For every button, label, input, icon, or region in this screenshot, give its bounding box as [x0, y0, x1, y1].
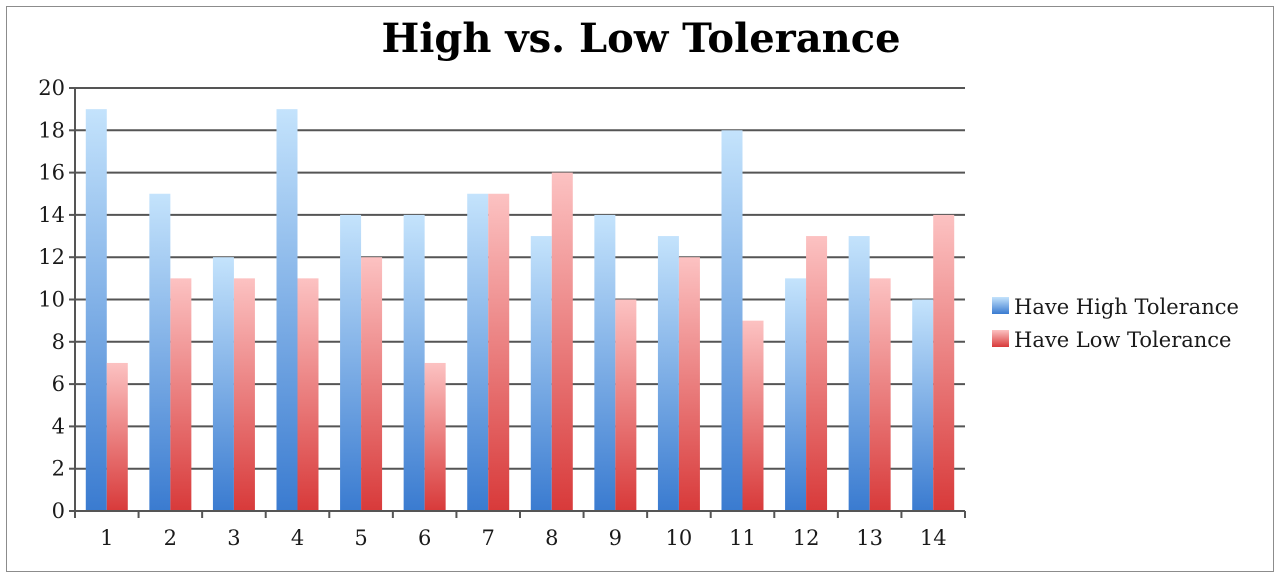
x-tick-label: 10	[666, 526, 693, 550]
grid-lines	[75, 87, 965, 470]
x-tick-label: 9	[609, 526, 622, 550]
bar-low-tolerance	[233, 278, 255, 511]
bar-high-tolerance	[721, 130, 743, 512]
x-tick-label: 11	[729, 526, 756, 550]
y-tick-label: 16	[38, 161, 65, 185]
y-tick-label: 2	[52, 457, 65, 481]
bar-low-tolerance	[678, 257, 700, 511]
x-tick-label: 6	[418, 526, 431, 550]
bar-high-tolerance	[467, 193, 489, 511]
x-tick-label: 14	[920, 526, 947, 550]
bar-high-tolerance	[85, 109, 107, 512]
bar-high-tolerance	[785, 278, 807, 511]
legend: Have High Tolerance Have Low Tolerance	[992, 295, 1239, 352]
x-tick-label: 3	[227, 526, 240, 550]
bar-low-tolerance	[806, 236, 828, 512]
bar-low-tolerance	[933, 214, 955, 511]
x-tick-label: 1	[100, 526, 113, 550]
x-tick-label: 13	[856, 526, 883, 550]
bar-low-tolerance	[869, 278, 891, 511]
x-tick-label: 4	[291, 526, 304, 550]
bar-low-tolerance	[170, 278, 192, 511]
y-tick-label: 10	[38, 288, 65, 312]
y-tick-label: 18	[38, 118, 65, 142]
legend-swatch-low	[992, 330, 1009, 347]
bar-high-tolerance	[848, 236, 870, 512]
bar-low-tolerance	[615, 299, 637, 511]
y-tick-label: 20	[38, 76, 65, 100]
legend-label-high: Have High Tolerance	[1014, 295, 1239, 319]
y-tick-label: 6	[52, 372, 65, 396]
bar-low-tolerance	[551, 172, 573, 511]
x-tick-label: 12	[793, 526, 820, 550]
bar-high-tolerance	[912, 299, 934, 511]
bar-high-tolerance	[594, 214, 616, 511]
x-tick-label: 5	[354, 526, 367, 550]
bar-low-tolerance	[361, 257, 383, 511]
bar-low-tolerance	[742, 320, 764, 511]
y-tick-label: 12	[38, 245, 65, 269]
legend-label-low: Have Low Tolerance	[1014, 328, 1231, 352]
bar-high-tolerance	[212, 257, 234, 511]
bar-high-tolerance	[657, 236, 679, 512]
x-tick-label: 8	[545, 526, 558, 550]
bars	[85, 109, 955, 512]
x-tick-label: 7	[482, 526, 495, 550]
bar-low-tolerance	[106, 362, 128, 511]
y-tick-label: 0	[52, 499, 65, 523]
legend-swatch-high	[992, 297, 1009, 314]
bar-high-tolerance	[403, 214, 425, 511]
y-tick-label: 8	[52, 330, 65, 354]
bar-high-tolerance	[276, 109, 298, 512]
y-tick-label: 4	[52, 414, 65, 438]
bar-high-tolerance	[530, 236, 552, 512]
bar-high-tolerance	[149, 193, 171, 511]
bar-low-tolerance	[297, 278, 319, 511]
x-tick-label: 2	[164, 526, 177, 550]
chart-title: High vs. Low Tolerance	[381, 15, 900, 62]
bar-high-tolerance	[340, 214, 362, 511]
bar-low-tolerance	[424, 362, 446, 511]
y-tick-label: 14	[38, 203, 65, 227]
bar-low-tolerance	[488, 193, 510, 511]
